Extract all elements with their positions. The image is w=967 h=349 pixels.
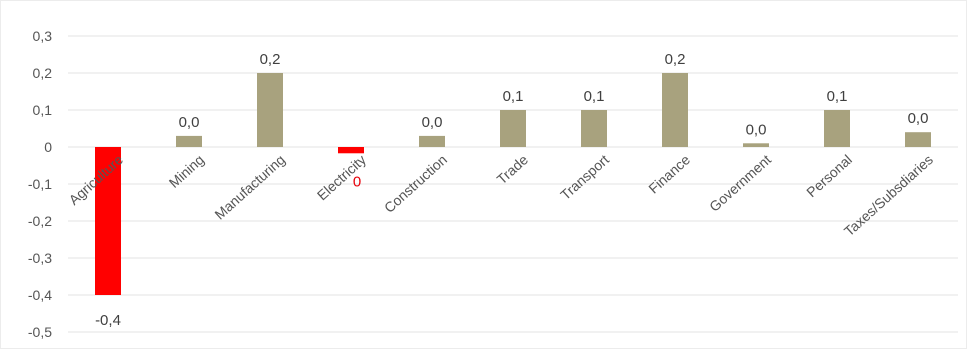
- bar-agriculture: [95, 147, 121, 295]
- bars: [95, 73, 931, 295]
- bar-transport: [581, 110, 607, 147]
- category-label: Transport: [557, 151, 612, 203]
- category-label: Mining: [166, 151, 207, 190]
- bar-construction: [419, 135, 445, 147]
- y-axis-ticks: 0,3 0,2 0,1 0 -0,1 -0,2 -0,3 -0,4 -0,5: [28, 28, 52, 340]
- y-tick-label: 0,3: [33, 28, 53, 44]
- data-label: 0,0: [746, 121, 767, 138]
- y-tick-label: -0,1: [28, 176, 52, 192]
- bar-trade: [500, 110, 526, 147]
- data-label: 0,1: [503, 88, 524, 105]
- data-label: 0: [353, 173, 361, 190]
- bar-government: [743, 143, 769, 147]
- y-tick-label: 0,1: [33, 102, 53, 118]
- bar-taxes-subsdiaries: [905, 132, 931, 147]
- y-tick-label: 0,2: [33, 65, 53, 81]
- category-label: Personal: [803, 151, 855, 200]
- bar-finance: [662, 73, 688, 147]
- data-label: 0,1: [827, 88, 848, 105]
- category-label: Taxes/Subsdiaries: [841, 151, 936, 239]
- category-label: Trade: [494, 151, 532, 187]
- bar-manufacturing: [257, 73, 283, 147]
- data-label: 0,0: [422, 114, 443, 131]
- y-tick-label: -0,4: [28, 287, 52, 303]
- category-label: Manufacturing: [211, 151, 288, 222]
- bar-electricity: [338, 147, 364, 154]
- y-tick-label: 0: [44, 139, 52, 155]
- data-label: 0,2: [665, 51, 686, 68]
- category-label: Government: [706, 151, 774, 215]
- y-tick-label: -0,5: [28, 324, 52, 340]
- data-label: 0,0: [179, 114, 200, 131]
- data-label: 0,1: [584, 88, 605, 105]
- bar-personal: [824, 110, 850, 147]
- bar-mining: [176, 135, 202, 147]
- category-labels: Agriculture Mining Manufacturing Electricit…: [66, 151, 936, 239]
- data-label: 0,0: [908, 110, 929, 127]
- data-labels: -0,4 0,0 0,2 0 0,0 0,1 0,1 0,2 0,0 0,1 0,0: [95, 51, 928, 329]
- y-tick-label: -0,2: [28, 213, 52, 229]
- y-tick-label: -0,3: [28, 250, 52, 266]
- gridlines: [68, 35, 958, 333]
- data-label: -0,4: [95, 312, 121, 329]
- data-label: 0,2: [260, 51, 281, 68]
- category-label: Finance: [645, 151, 693, 196]
